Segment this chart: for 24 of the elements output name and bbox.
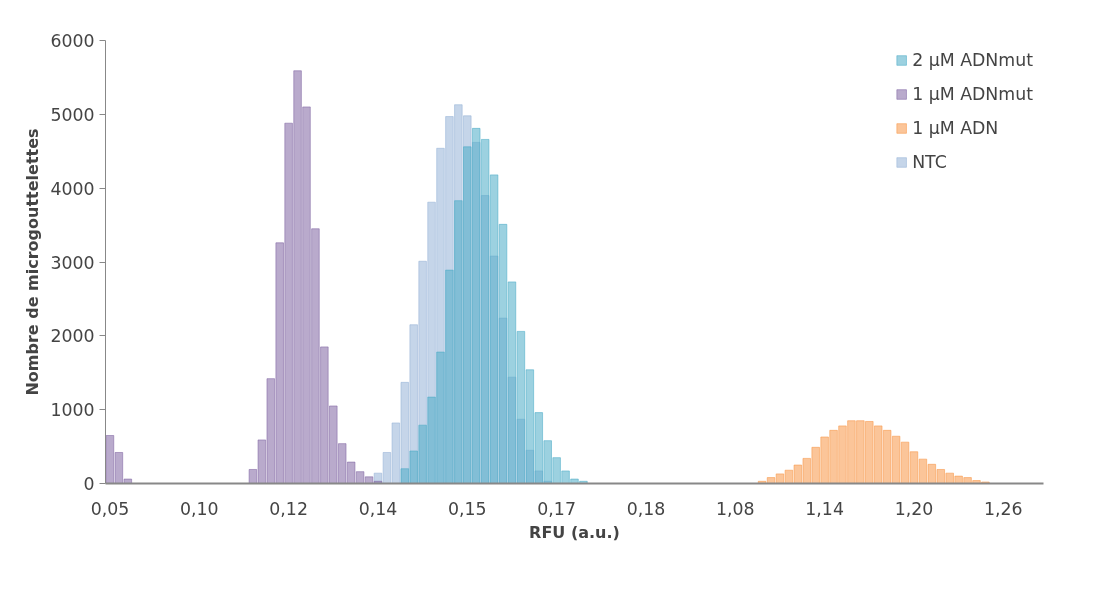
legend-label: 1 µM ADNmut [912,84,1033,104]
x-tick-label: 1,20 [894,498,934,519]
x-axis-title: RFU (a.u.) [529,522,620,542]
y-tick-label: 1000 [50,400,95,421]
legend-label: NTC [912,152,947,172]
x-tick-label: 1,26 [984,498,1023,519]
x-tick-label: 1,08 [716,498,755,519]
y-tick-label: 0 [83,474,95,494]
x-tick-label: 0,05 [90,498,130,519]
x-tick-label: 0,14 [358,498,398,519]
x-tick-label: 0,18 [626,498,666,519]
y-tick-label: 2000 [50,326,95,347]
y-tick-label: 5000 [50,104,95,125]
y-tick-label: 4000 [50,178,95,199]
y-tick-label: 3000 [50,252,95,273]
x-tick-label: 0,12 [269,498,308,519]
y-tick-label: 6000 [50,31,95,51]
legend-label: 1 µM ADN [912,118,999,138]
x-tick-label: 0,15 [448,498,487,519]
y-axis-title: Nombre de microgouttelettes [23,128,43,396]
x-tick-label: 1,14 [805,498,844,519]
legend-label: 2 µM ADNmut [912,50,1033,70]
x-tick-label: 0,17 [537,498,576,519]
x-tick-label: 0,10 [180,498,219,519]
